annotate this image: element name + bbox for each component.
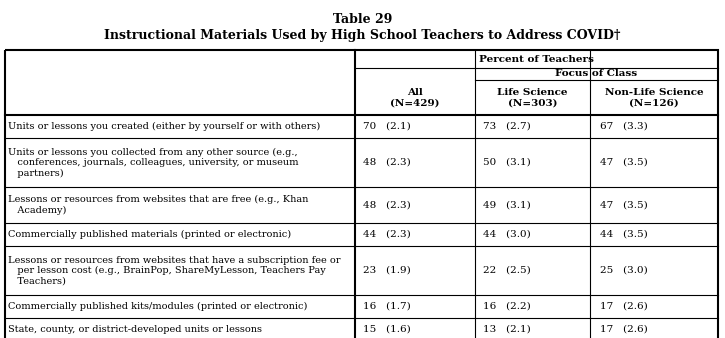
Text: Lessons or resources from websites that are free (e.g., Khan
   Academy): Lessons or resources from websites that … — [8, 195, 308, 215]
Text: 22   (2.5): 22 (2.5) — [483, 266, 531, 275]
Text: State, county, or district-developed units or lessons: State, county, or district-developed uni… — [8, 325, 262, 334]
Text: Table 29: Table 29 — [333, 13, 392, 26]
Text: Units or lessons you created (either by yourself or with others): Units or lessons you created (either by … — [8, 122, 320, 131]
Text: 16   (2.2): 16 (2.2) — [483, 302, 531, 311]
Text: Percent of Teachers: Percent of Teachers — [479, 54, 594, 64]
Text: 49   (3.1): 49 (3.1) — [483, 200, 531, 210]
Text: 15   (1.6): 15 (1.6) — [363, 325, 411, 334]
Text: 44   (3.5): 44 (3.5) — [600, 230, 647, 239]
Text: 25   (3.0): 25 (3.0) — [600, 266, 647, 275]
Text: 44   (2.3): 44 (2.3) — [363, 230, 411, 239]
Text: Focus of Class: Focus of Class — [555, 70, 637, 78]
Text: 47   (3.5): 47 (3.5) — [600, 158, 647, 167]
Text: 67   (3.3): 67 (3.3) — [600, 122, 647, 131]
Text: Lessons or resources from websites that have a subscription fee or
   per lesson: Lessons or resources from websites that … — [8, 256, 341, 286]
Text: 23   (1.9): 23 (1.9) — [363, 266, 411, 275]
Text: 47   (3.5): 47 (3.5) — [600, 200, 647, 210]
Text: Instructional Materials Used by High School Teachers to Address COVID†: Instructional Materials Used by High Sch… — [104, 29, 621, 42]
Text: 70   (2.1): 70 (2.1) — [363, 122, 411, 131]
Text: 50   (3.1): 50 (3.1) — [483, 158, 531, 167]
Text: All
(N=429): All (N=429) — [390, 88, 440, 107]
Text: 13   (2.1): 13 (2.1) — [483, 325, 531, 334]
Text: 48   (2.3): 48 (2.3) — [363, 200, 411, 210]
Text: Commercially published kits/modules (printed or electronic): Commercially published kits/modules (pri… — [8, 302, 307, 311]
Text: 73   (2.7): 73 (2.7) — [483, 122, 531, 131]
Text: Non-Life Science
(N=126): Non-Life Science (N=126) — [605, 88, 703, 107]
Text: 17   (2.6): 17 (2.6) — [600, 302, 647, 311]
Text: 44   (3.0): 44 (3.0) — [483, 230, 531, 239]
Text: Life Science
(N=303): Life Science (N=303) — [497, 88, 568, 107]
Text: 17   (2.6): 17 (2.6) — [600, 325, 647, 334]
Text: Units or lessons you collected from any other source (e.g.,
   conferences, jour: Units or lessons you collected from any … — [8, 147, 299, 177]
Text: Commercially published materials (printed or electronic): Commercially published materials (printe… — [8, 230, 291, 239]
Text: 48   (2.3): 48 (2.3) — [363, 158, 411, 167]
Text: 16   (1.7): 16 (1.7) — [363, 302, 411, 311]
Bar — [5, 50, 718, 338]
